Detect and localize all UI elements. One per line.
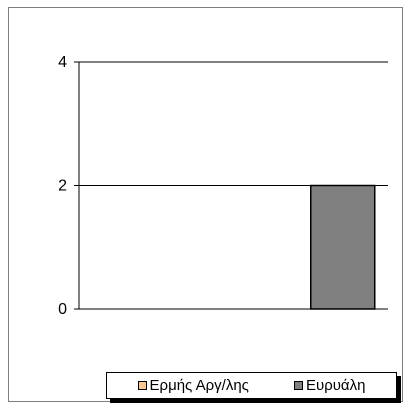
legend-item-ermis: Ερμής Αργ/λης [137,377,249,394]
legend-swatch-evryali [293,381,303,390]
legend-label-evryali: Ευρυάλη [305,377,366,394]
chart-plot: 0 2 4 [58,54,388,318]
legend-item-evryali: Ευρυάλη [293,377,366,394]
y-tick-label-2: 4 [58,54,67,71]
legend-label-ermis: Ερμής Αργ/λης [149,377,249,394]
y-tick-label-1: 2 [58,178,67,195]
y-tick-label-0: 0 [58,301,67,318]
bar-evryali-1 [310,184,376,310]
chart-frame: 0 2 4 Ερμής Αργ/λης Ευρυάλη [8,7,403,402]
legend-swatch-ermis [137,381,147,390]
legend: Ερμής Αργ/λης Ευρυάλη [106,372,397,399]
